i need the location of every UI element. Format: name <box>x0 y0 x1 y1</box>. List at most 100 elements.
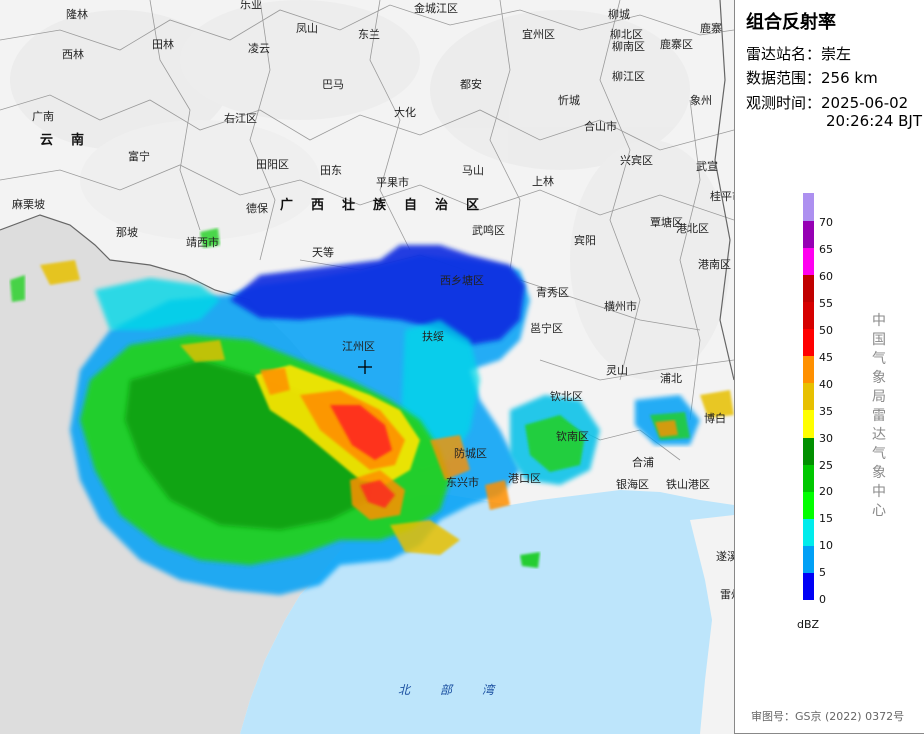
city-label: 横州市 <box>604 299 637 313</box>
region-label: 广西壮族自治区 <box>280 197 497 213</box>
city-label: 鹿寨 <box>700 21 722 35</box>
county-boundaries <box>0 0 734 461</box>
agency-label: 中国气象局雷达气象中心 <box>872 313 886 519</box>
legend-swatch <box>803 436 814 465</box>
city-label: 田东 <box>320 164 342 177</box>
range-value: 256 km <box>821 69 878 87</box>
city-label: 广南 <box>32 110 54 123</box>
city-label: 扶绥 <box>422 329 444 343</box>
time-clock: 20:26:24 BJT <box>826 112 923 130</box>
legend-tick-label: 15 <box>819 512 833 526</box>
national-border <box>0 214 251 301</box>
range-row: 数据范围：256 km <box>746 67 878 88</box>
time-label: 观测时间： <box>746 94 822 112</box>
city-label: 东兴市 <box>446 475 479 489</box>
legend-tick-label: 10 <box>819 539 833 553</box>
city-label: 鹿寨区 <box>660 37 693 51</box>
radar-site-marker <box>358 360 372 374</box>
city-label: 港口区 <box>508 472 541 485</box>
city-label: 德保 <box>246 201 268 215</box>
city-label: 灵山 <box>606 364 628 377</box>
sea-label: 北部湾 <box>398 683 524 697</box>
legend-tick-label: 70 <box>819 216 833 230</box>
station-row: 雷达站名：崇左 <box>746 43 851 64</box>
city-label: 天等 <box>312 245 334 259</box>
city-label: 柳南区 <box>612 39 645 53</box>
legend-tick-label: 30 <box>819 431 833 445</box>
city-label: 宾阳 <box>574 233 596 247</box>
city-label: 田阳区 <box>256 158 289 171</box>
legend-swatch <box>803 220 814 249</box>
legend-tick-label: 55 <box>819 297 833 311</box>
city-label: 巴马 <box>322 78 344 91</box>
city-label: 象州 <box>690 94 712 107</box>
city-label: 忻城 <box>558 94 580 107</box>
city-label: 隆林 <box>66 7 88 21</box>
city-label: 雷州市 <box>720 587 734 601</box>
legend-tick-label: 0 <box>819 593 826 606</box>
radar-map[interactable]: 隆林 乐业 金城江区 柳城 鹿寨 西林 田林 凌云 凤山 东兰 宜州区 柳北区 柳南区 广南 巴马 都安 鹿寨区… <box>0 0 734 734</box>
time-date: 2025-06-02 <box>821 94 909 112</box>
city-label: 柳城 <box>608 7 630 21</box>
city-label: 桂平市 <box>710 189 734 203</box>
legend-swatch <box>803 328 814 357</box>
legend-swatch <box>803 247 814 276</box>
legend-tick-label: 25 <box>819 458 833 472</box>
city-label: 武鸣区 <box>472 223 505 237</box>
map-approval-number: 审图号：GS京 (2022) 0372号 <box>751 710 905 723</box>
city-label: 兴宾区 <box>620 153 653 167</box>
city-label: 金城江区 <box>414 1 458 15</box>
time-row: 观测时间：2025-06-02 <box>746 92 908 113</box>
city-label: 防城区 <box>454 446 487 460</box>
range-label: 数据范围： <box>746 69 822 87</box>
city-label: 覃塘区 <box>650 215 683 229</box>
city-label: 钦北区 <box>550 390 583 403</box>
legend-swatch <box>803 355 814 384</box>
city-label: 博白 <box>704 411 726 425</box>
city-label: 乐业 <box>240 0 262 11</box>
city-label: 麻栗坡 <box>12 197 45 211</box>
city-label: 西林 <box>62 47 84 61</box>
city-label: 浦北 <box>660 372 682 385</box>
legend-tick-label: 50 <box>819 324 833 337</box>
city-label: 邕宁区 <box>530 321 563 335</box>
legend-tick-label: 40 <box>819 377 833 391</box>
city-label: 柳江区 <box>612 69 645 83</box>
city-label: 都安 <box>460 77 482 91</box>
station-value: 崇左 <box>821 45 852 63</box>
legend-tick-label: 45 <box>819 350 833 364</box>
city-label: 东兰 <box>358 28 380 41</box>
legend-swatch <box>803 193 814 221</box>
city-label: 靖西市 <box>186 235 219 249</box>
legend-swatch <box>803 301 814 330</box>
city-label: 上林 <box>532 174 554 188</box>
legend-swatch <box>803 571 814 600</box>
city-label: 那坡 <box>116 226 138 239</box>
city-label: 青秀区 <box>536 286 569 299</box>
city-label: 西乡塘区 <box>440 273 484 287</box>
legend-swatch <box>803 409 814 438</box>
city-label: 武宣 <box>696 159 718 173</box>
legend-swatch <box>803 490 814 519</box>
info-panel: 组合反射率 雷达站名：崇左 数据范围：256 km 观测时间：2025-06-0… <box>734 0 924 734</box>
city-label: 宜州区 <box>522 27 555 41</box>
city-label: 江州区 <box>342 340 375 353</box>
legend-swatch <box>803 382 814 411</box>
leizhou-peninsula <box>690 515 734 734</box>
legend-tick-label: 5 <box>819 566 826 580</box>
legend-swatch <box>803 544 814 573</box>
station-label: 雷达站名： <box>746 45 822 63</box>
province-label-yunnan: 云南 <box>40 132 102 148</box>
legend-tick-label: 60 <box>819 270 833 284</box>
city-label: 合山市 <box>584 119 617 133</box>
city-label: 凌云 <box>248 41 270 55</box>
city-label: 富宁 <box>128 149 150 163</box>
legend-tick-label: 65 <box>819 243 833 257</box>
city-label: 平果市 <box>376 175 409 189</box>
city-label: 田林 <box>152 37 174 51</box>
city-label: 遂溪 <box>716 549 734 563</box>
city-label: 银海区 <box>616 477 649 491</box>
